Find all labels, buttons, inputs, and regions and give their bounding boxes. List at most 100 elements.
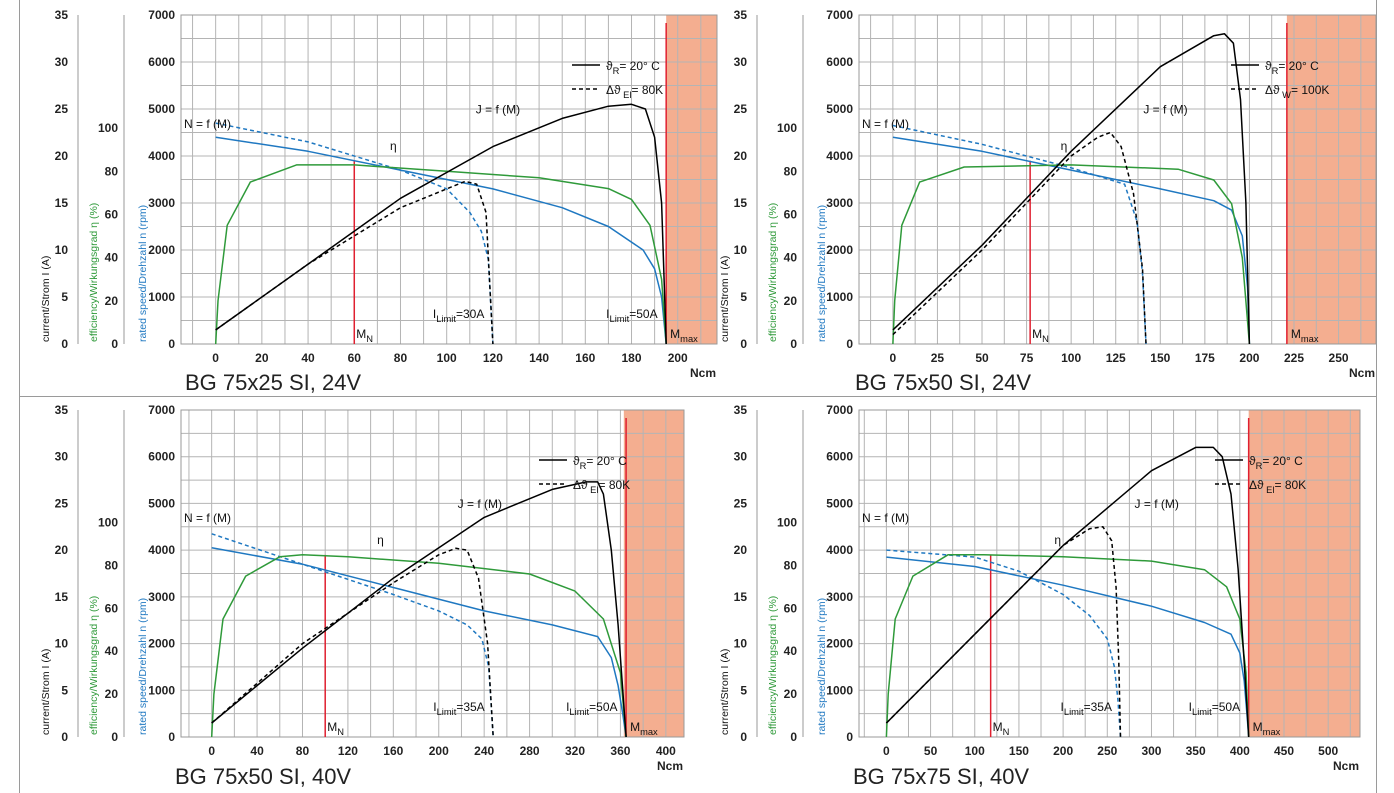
efficiency-tick-label: 80 bbox=[105, 558, 119, 572]
efficiency-axis-label: efficiency/Wirkungsgrad η (%) bbox=[767, 203, 779, 342]
current-tick-label: 15 bbox=[55, 196, 69, 210]
plot-frame bbox=[858, 14, 1377, 345]
series-current-dashed bbox=[215, 180, 494, 345]
speed-tick-label: 2000 bbox=[148, 637, 175, 651]
speed-tick-label: 1000 bbox=[826, 683, 853, 697]
current-tick-label: 5 bbox=[61, 290, 68, 304]
current-tick-label: 35 bbox=[55, 403, 69, 417]
speed-tick-label: 7000 bbox=[148, 8, 175, 22]
series-current-solid bbox=[211, 481, 627, 738]
series-speed-dashed bbox=[886, 549, 1122, 738]
legend-dashed-label: Δϑ El= 80K bbox=[1249, 478, 1306, 495]
speed-tick-label: 3000 bbox=[148, 196, 175, 210]
current-limit-label: ILimit=35A bbox=[433, 700, 484, 717]
x-tick-label: 240 bbox=[474, 744, 494, 758]
x-tick-label: 50 bbox=[975, 351, 989, 365]
x-tick-label: 60 bbox=[348, 351, 362, 365]
current-tick-label: 10 bbox=[734, 637, 748, 651]
current-tick-label: 10 bbox=[55, 243, 69, 257]
current-tick-label: 0 bbox=[61, 337, 68, 351]
x-tick-label: 75 bbox=[1020, 351, 1034, 365]
speed-tick-label: 4000 bbox=[148, 543, 175, 557]
legend-dashed-label: Δϑ El= 80K bbox=[573, 478, 630, 495]
efficiency-tick-label: 80 bbox=[105, 164, 119, 178]
current-axis-label: current/Strom I (A) bbox=[40, 256, 52, 342]
plot-frame bbox=[180, 409, 685, 738]
x-tick-label: 280 bbox=[520, 744, 540, 758]
x-tick-label: 160 bbox=[383, 744, 403, 758]
efficiency-tick-label: 60 bbox=[784, 208, 798, 222]
speed-tick-label: 5000 bbox=[826, 102, 853, 116]
efficiency-tick-label: 80 bbox=[784, 164, 798, 178]
rated-torque-label: MN bbox=[1032, 327, 1049, 344]
current-tick-label: 25 bbox=[55, 496, 69, 510]
grid bbox=[859, 409, 1360, 738]
current-tick-label: 20 bbox=[734, 543, 748, 557]
x-tick-label: 150 bbox=[1150, 351, 1170, 365]
current-tick-label: 35 bbox=[55, 8, 69, 22]
current-tick-label: 20 bbox=[55, 149, 69, 163]
x-tick-label: 500 bbox=[1318, 744, 1338, 758]
efficiency-tick-label: 100 bbox=[98, 515, 118, 529]
efficiency-tick-label: 60 bbox=[105, 601, 119, 615]
speed-curve-label: N = f (M) bbox=[184, 117, 231, 131]
series-efficiency-solid bbox=[892, 164, 1251, 345]
current-tick-label: 25 bbox=[734, 102, 748, 116]
current-tick-label: 10 bbox=[55, 637, 69, 651]
efficiency-tick-label: 20 bbox=[105, 687, 119, 701]
series-current-dashed bbox=[892, 131, 1147, 345]
efficiency-tick-label: 0 bbox=[790, 730, 797, 744]
series-speed-solid bbox=[886, 556, 1250, 738]
x-tick-label: 200 bbox=[1053, 744, 1073, 758]
x-tick-label: 40 bbox=[301, 351, 315, 365]
chart-panel-2: 0510152025303502040608010001000200030004… bbox=[719, 8, 1377, 395]
x-tick-label: 400 bbox=[656, 744, 676, 758]
current-tick-label: 0 bbox=[740, 730, 747, 744]
current-curve-label: J = f (M) bbox=[458, 497, 502, 511]
series-current-solid bbox=[215, 103, 667, 345]
efficiency-tick-label: 60 bbox=[784, 601, 798, 615]
current-tick-label: 25 bbox=[734, 496, 748, 510]
speed-curve-label: N = f (M) bbox=[184, 511, 231, 525]
current-tick-label: 15 bbox=[734, 196, 748, 210]
x-tick-label: 180 bbox=[622, 351, 642, 365]
current-tick-label: 0 bbox=[61, 730, 68, 744]
x-axis-unit: Ncm bbox=[1349, 366, 1375, 380]
efficiency-curve-label: η bbox=[1061, 139, 1068, 153]
x-tick-label: 250 bbox=[1097, 744, 1117, 758]
chart-panel-1: 0510152025303502040608010001000200030004… bbox=[40, 8, 718, 395]
speed-tick-label: 4000 bbox=[148, 149, 175, 163]
current-tick-label: 30 bbox=[734, 450, 748, 464]
speed-axis-label: rated speed/Drehzahl n (rpm) bbox=[816, 598, 828, 735]
efficiency-tick-label: 0 bbox=[111, 337, 118, 351]
current-tick-label: 5 bbox=[740, 290, 747, 304]
chart-title: BG 75x50 SI, 24V bbox=[855, 370, 1031, 395]
efficiency-tick-label: 0 bbox=[790, 337, 797, 351]
efficiency-curve-label: η bbox=[377, 533, 384, 547]
x-tick-label: 250 bbox=[1329, 351, 1349, 365]
x-tick-label: 140 bbox=[529, 351, 549, 365]
x-axis-unit: Ncm bbox=[690, 366, 716, 380]
grid bbox=[859, 14, 1376, 345]
efficiency-tick-label: 40 bbox=[784, 644, 798, 658]
speed-tick-label: 5000 bbox=[148, 102, 175, 116]
series-speed-dashed bbox=[211, 533, 494, 738]
x-tick-label: 0 bbox=[890, 351, 897, 365]
speed-tick-label: 0 bbox=[168, 730, 175, 744]
max-torque-label: Mmax bbox=[630, 720, 658, 737]
legend-solid-label: ϑR= 20° C bbox=[573, 454, 627, 471]
current-limit-label: ILimit=50A bbox=[566, 700, 617, 717]
current-tick-label: 5 bbox=[740, 683, 747, 697]
speed-tick-label: 6000 bbox=[826, 55, 853, 69]
speed-tick-label: 3000 bbox=[826, 196, 853, 210]
x-tick-label: 0 bbox=[883, 744, 890, 758]
max-torque-label: Mmax bbox=[1253, 720, 1281, 737]
current-tick-label: 30 bbox=[55, 55, 69, 69]
chart-title: BG 75x25 SI, 24V bbox=[185, 370, 361, 395]
efficiency-curve-label: η bbox=[390, 139, 397, 153]
x-axis-unit: Ncm bbox=[657, 759, 683, 773]
current-tick-label: 35 bbox=[734, 403, 748, 417]
efficiency-curve-label: η bbox=[1054, 533, 1061, 547]
legend-dashed-label: Δϑ W= 100K bbox=[1265, 83, 1329, 100]
